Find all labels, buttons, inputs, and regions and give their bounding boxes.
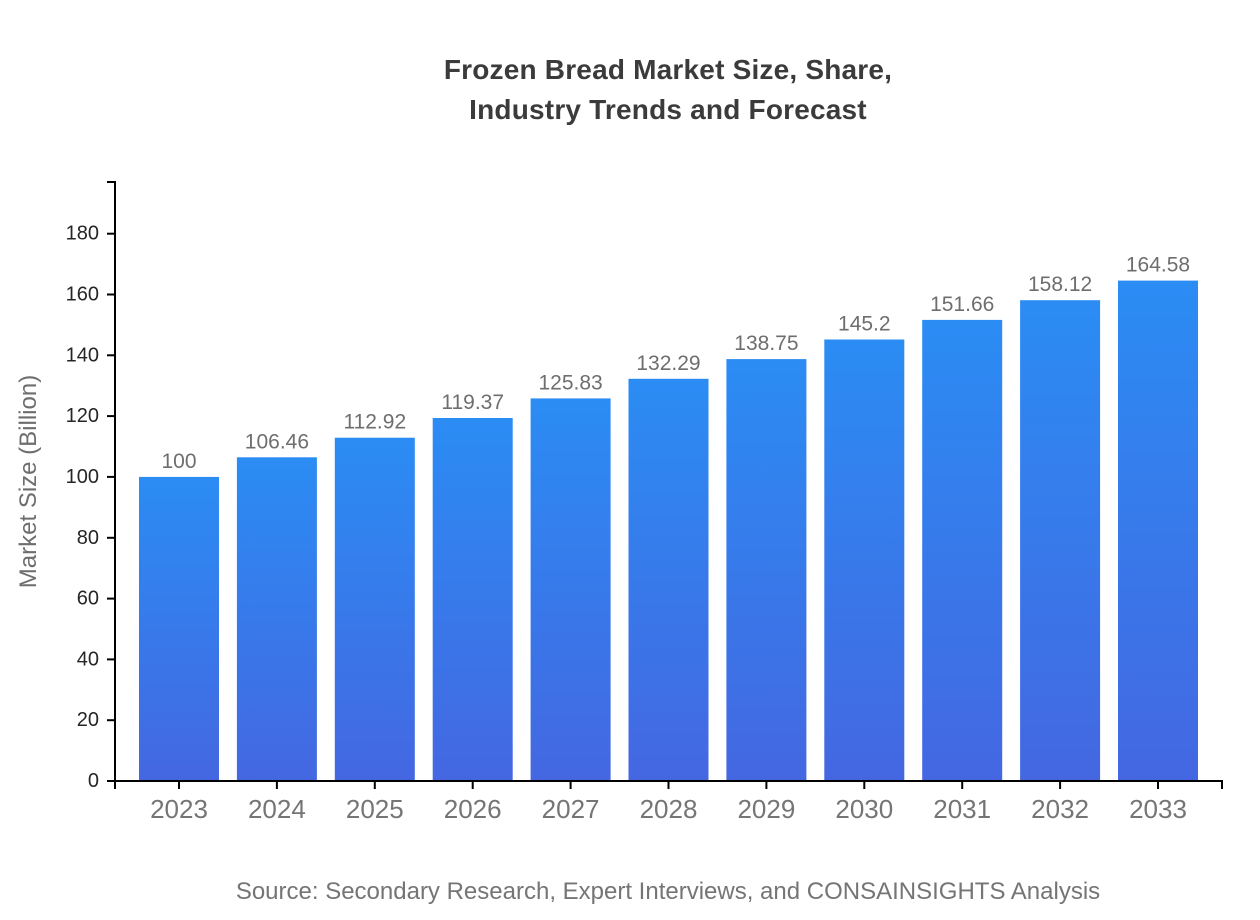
y-tick-label: 80 <box>77 527 99 549</box>
bar-value-label: 145.2 <box>838 313 891 336</box>
bars-group: 100 106.46 112.92 119.37 125.83 132.29 138.75 1… <box>139 254 1198 781</box>
bar-value-label: 125.83 <box>538 371 602 394</box>
bar-value-label: 132.29 <box>636 352 700 375</box>
x-tick-label: 2026 <box>444 794 502 824</box>
y-tick-label: 180 <box>66 223 99 245</box>
x-ticks-group: 2023 2024 2025 2026 2027 2028 2029 2030 2031 2032… <box>150 781 1187 824</box>
bar-value-label: 164.58 <box>1126 254 1190 277</box>
x-tick-label: 2027 <box>542 794 600 824</box>
x-tick-label: 2029 <box>737 794 795 824</box>
x-tick-label: 2031 <box>933 794 991 824</box>
y-tick-label: 40 <box>77 648 99 670</box>
bar-value-label: 112.92 <box>343 411 406 434</box>
y-ticks-group: 0 20 40 60 80 100 120 140 160 180 <box>66 223 115 792</box>
bar-value-label: 151.66 <box>930 293 994 316</box>
bar-2027 <box>530 398 611 781</box>
y-tick-label: 0 <box>88 770 99 792</box>
bar-2024 <box>236 457 317 781</box>
y-tick-label: 100 <box>66 466 99 488</box>
y-tick-label: 60 <box>77 588 99 610</box>
bar-value-label: 138.75 <box>734 332 798 355</box>
bar-value-label: 119.37 <box>441 391 504 414</box>
y-tick-label: 140 <box>66 344 99 366</box>
y-axis <box>107 181 116 781</box>
x-tick-label: 2023 <box>150 794 208 824</box>
y-tick-label: 20 <box>77 709 99 731</box>
x-tick-label: 2030 <box>835 794 893 824</box>
bar-2025 <box>334 437 415 781</box>
bar-2029 <box>726 359 807 781</box>
bar-2028 <box>628 378 709 781</box>
x-tick-label: 2024 <box>248 794 306 824</box>
bar-2030 <box>824 339 905 781</box>
bar-2033 <box>1118 280 1198 781</box>
chart-title: Frozen Bread Market Size, Share, Industr… <box>76 50 1260 130</box>
bar-2023 <box>139 476 219 781</box>
x-tick-label: 2032 <box>1031 794 1089 824</box>
source-text: Source: Secondary Research, Expert Inter… <box>235 878 1101 905</box>
x-tick-label: 2033 <box>1129 794 1187 824</box>
bar-2026 <box>432 418 513 781</box>
bar-value-label: 158.12 <box>1028 273 1092 296</box>
y-tick-label: 160 <box>66 284 99 306</box>
x-tick-label: 2025 <box>346 794 404 824</box>
y-axis-title: Market Size (Billion) <box>15 375 42 588</box>
chart-title-line2: Industry Trends and Forecast <box>469 94 867 125</box>
bar-value-label: 106.46 <box>245 430 309 453</box>
y-tick-label: 120 <box>66 405 99 427</box>
bar-2031 <box>922 319 1003 781</box>
bar-value-label: 100 <box>161 450 196 473</box>
chart-title-line1: Frozen Bread Market Size, Share, <box>443 54 893 85</box>
bar-2032 <box>1020 300 1101 781</box>
x-tick-label: 2028 <box>640 794 698 824</box>
